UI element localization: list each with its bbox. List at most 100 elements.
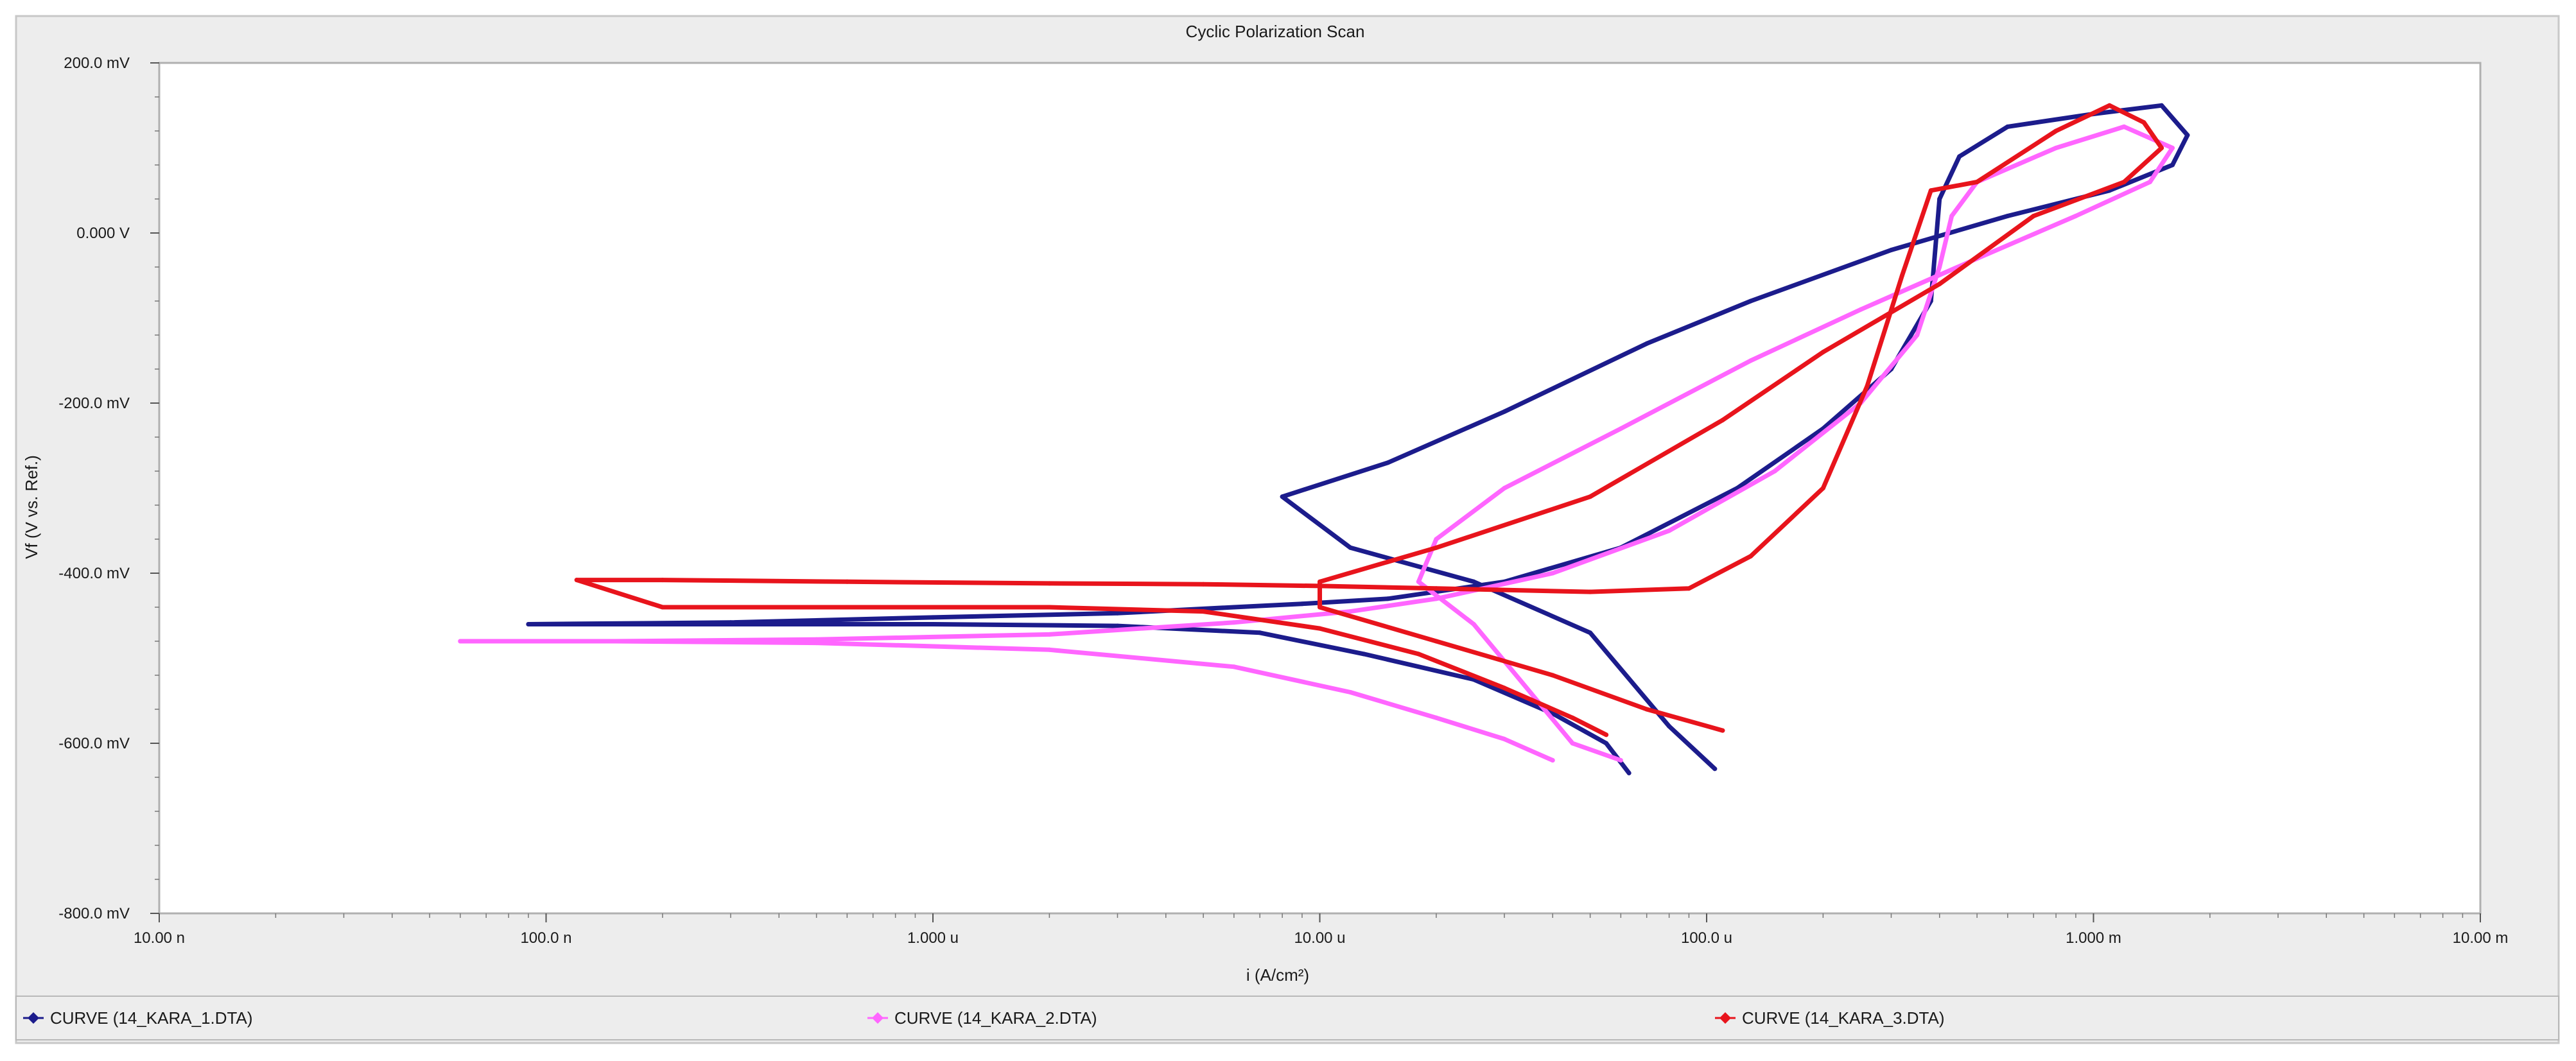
data-point [1527,690,1533,694]
data-point [1604,732,1609,738]
data-point [1434,545,1439,550]
data-point [660,605,665,610]
data-point [930,615,936,620]
data-point [1471,579,1476,584]
data-point [1748,554,1754,558]
x-axis-title: i (A/cm²) [1246,965,1309,985]
data-point [1416,579,1421,584]
data-point [1201,609,1206,614]
data-point [1047,647,1052,652]
data-point [1618,758,1623,763]
data-point [1201,582,1206,587]
legend-label: CURVE (14_KARA_2.DTA) [894,1008,1097,1028]
data-point [1318,579,1322,584]
data-point [1686,586,1691,591]
legend-label: CURVE (14_KARA_3.DTA) [1742,1008,1944,1028]
data-point [1720,728,1725,733]
data-point [1570,741,1575,746]
y-tick-label: -400.0 mV [58,565,130,582]
data-point [1318,583,1322,589]
data-point [2159,103,2164,108]
data-point [1280,494,1285,499]
legend-label: CURVE (14_KARA_1.DTA) [50,1008,252,1028]
data-point [1550,758,1555,763]
chart-title: Cyclic Polarization Scan [1186,22,1365,41]
y-tick-label: -600.0 mV [58,735,130,752]
data-point [1502,486,1507,490]
data-point [1820,486,1825,490]
data-point [814,637,819,642]
data-point [458,639,463,644]
data-point [844,579,849,584]
data-point [1949,214,1954,218]
data-point [1667,724,1672,729]
data-point [844,605,849,610]
data-point [2141,120,2146,125]
axes-layer: 10.00 n 100.0 n 1.000 u 10.00 u 100.0 u 1.000… [58,55,2508,947]
data-point [660,578,665,583]
data-point [1667,528,1672,533]
data-point [1386,460,1391,465]
data-point [526,622,531,626]
x-tick-label: 10.00 u [1294,929,1345,947]
data-point [2170,162,2175,168]
data-point [1348,545,1353,550]
data-point [1748,358,1754,363]
data-point [1588,630,1593,635]
data-point [2185,133,2190,138]
data-point [1618,426,1623,431]
data-point [1604,741,1609,746]
data-point [1820,350,1825,354]
data-point [1115,623,1120,628]
data-point [1748,298,1754,304]
data-point [1257,630,1262,635]
data-point [1550,673,1555,678]
data-point [1300,601,1305,607]
data-point [1974,180,1980,184]
data-point [1957,154,1962,159]
y-tick-label: 0.000 V [76,225,130,242]
data-point [1588,589,1593,594]
data-point [2053,146,2058,150]
data-point [1570,715,1575,720]
data-point [1899,273,1904,278]
y-axis-title: Vf (V vs. Ref.) [22,455,41,559]
data-point [2121,124,2127,129]
series-layer [458,103,2190,775]
data-point [574,578,579,583]
plot-area [158,62,2482,915]
data-point [2121,180,2127,184]
data-point [1047,581,1052,586]
y-tick-label: -800.0 mV [58,905,130,922]
data-point [2031,214,2036,218]
data-point [1047,632,1052,637]
data-point [1348,690,1353,694]
data-point [1115,610,1120,616]
data-point [2107,103,2112,108]
data-point [728,620,733,625]
data-point [1361,651,1366,657]
data-point [1588,494,1593,499]
data-point [2005,214,2010,218]
x-tick-label: 100.0 n [520,929,571,947]
legend-marker-icon [872,1012,883,1024]
x-tick-label: 10.00 n [134,929,185,947]
data-point [1889,248,1893,252]
data-point [1644,341,1649,346]
x-tick-label: 100.0 u [1681,929,1732,947]
data-point [612,639,617,644]
data-point [1550,571,1555,576]
data-point [1915,332,1920,338]
y-tick-label: 200.0 mV [64,55,130,72]
data-point [1502,686,1507,691]
data-point [1047,605,1052,610]
x-tick-label: 1.000 u [907,929,959,947]
data-point [1858,307,1863,312]
legend-bar [15,996,2559,1040]
data-point [1434,715,1439,720]
data-point [1865,384,1870,388]
data-point [1416,651,1421,657]
data-point [1626,770,1632,775]
data-point [1937,264,1942,270]
